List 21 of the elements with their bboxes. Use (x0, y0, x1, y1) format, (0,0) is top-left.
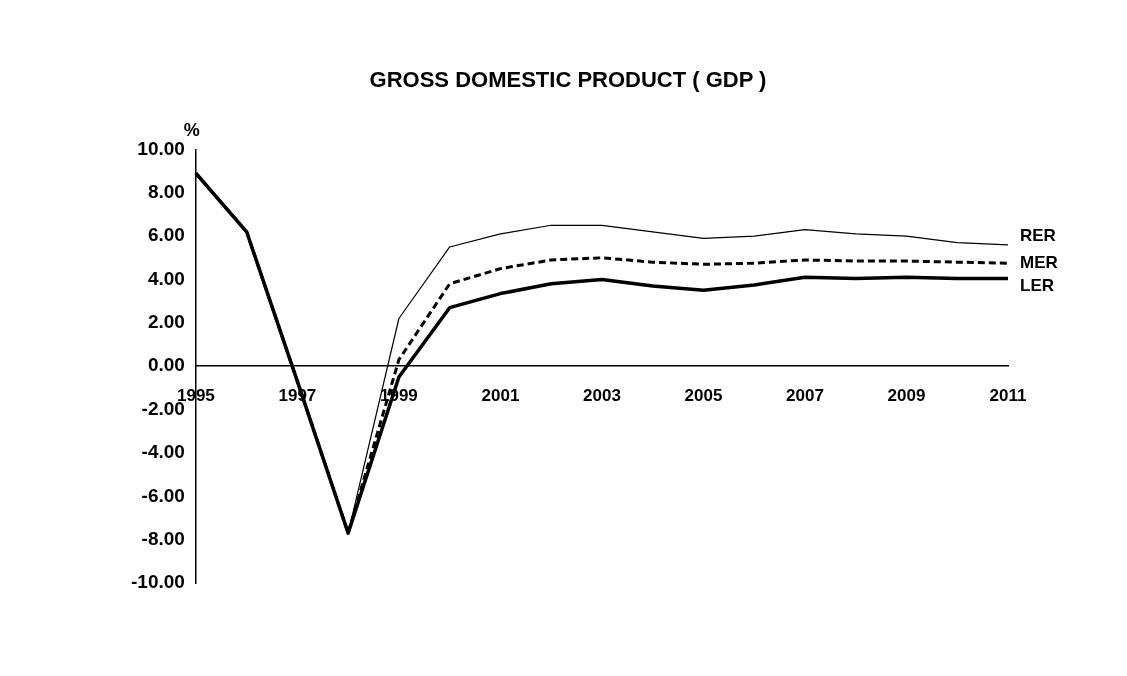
y-tick-label: 0.00 (147, 354, 185, 376)
y-tick-label: -8.00 (141, 527, 185, 549)
y-tick-label: 6.00 (147, 224, 185, 246)
series-label: MER (1020, 252, 1058, 272)
series-label: RER (1020, 226, 1056, 246)
y-tick-label: -10.00 (131, 571, 185, 593)
y-tick-label: -4.00 (141, 441, 185, 463)
x-tick-label: 2003 (583, 386, 621, 406)
chart-title: GROSS DOMESTIC PRODUCT ( GDP ) (369, 67, 767, 93)
x-tick-label: 2005 (684, 386, 723, 406)
x-tick-label: 2007 (786, 386, 824, 406)
y-tick-label: 2.00 (147, 311, 185, 333)
series-label: LER (1020, 276, 1054, 296)
y-axis-title: % (183, 120, 200, 141)
y-tick-label: 8.00 (147, 180, 185, 202)
x-tick-label: 2009 (887, 386, 926, 406)
x-tick-label: 2001 (481, 386, 520, 406)
x-tick-label: 2011 (989, 386, 1027, 406)
y-tick-label: -6.00 (141, 484, 185, 506)
y-tick-label: 4.00 (147, 267, 185, 289)
y-tick-label: 10.00 (137, 137, 185, 159)
